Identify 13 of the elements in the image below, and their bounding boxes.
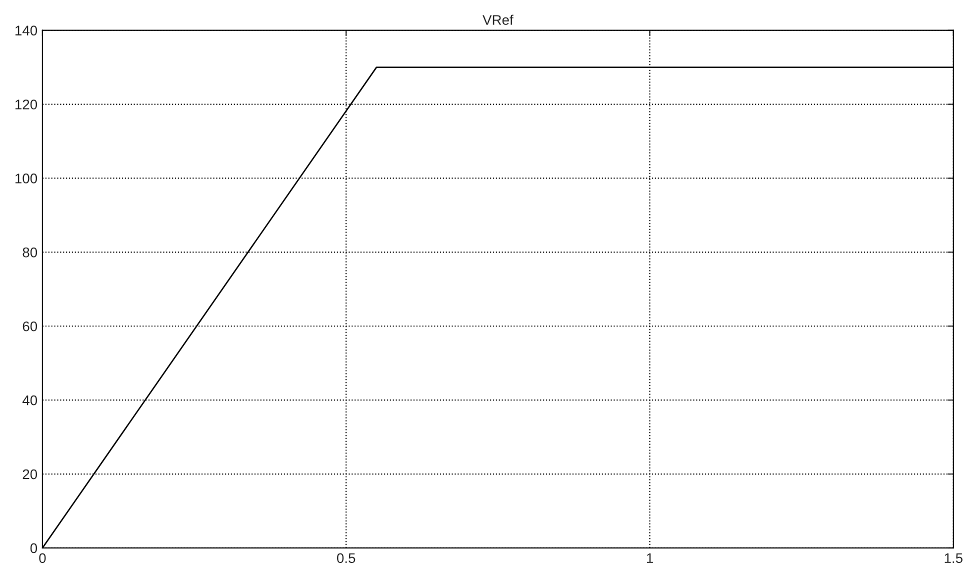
y-tick-label: 40: [22, 395, 38, 406]
y-tick-label: 60: [22, 321, 38, 332]
y-tick-label: 80: [22, 248, 38, 258]
y-tick-label: 20: [22, 469, 38, 480]
y-tick-label: 120: [15, 100, 38, 110]
x-tick-label: 0.5: [337, 553, 356, 564]
y-tick-label: 140: [15, 26, 38, 36]
y-tick-label: 100: [15, 174, 38, 184]
chart-title: VRef: [482, 14, 514, 25]
y-tick-label: 0: [30, 543, 38, 554]
x-tick-label: 1: [646, 553, 653, 563]
x-tick-label: 0: [39, 553, 46, 564]
x-tick-label: 1.5: [944, 553, 962, 564]
